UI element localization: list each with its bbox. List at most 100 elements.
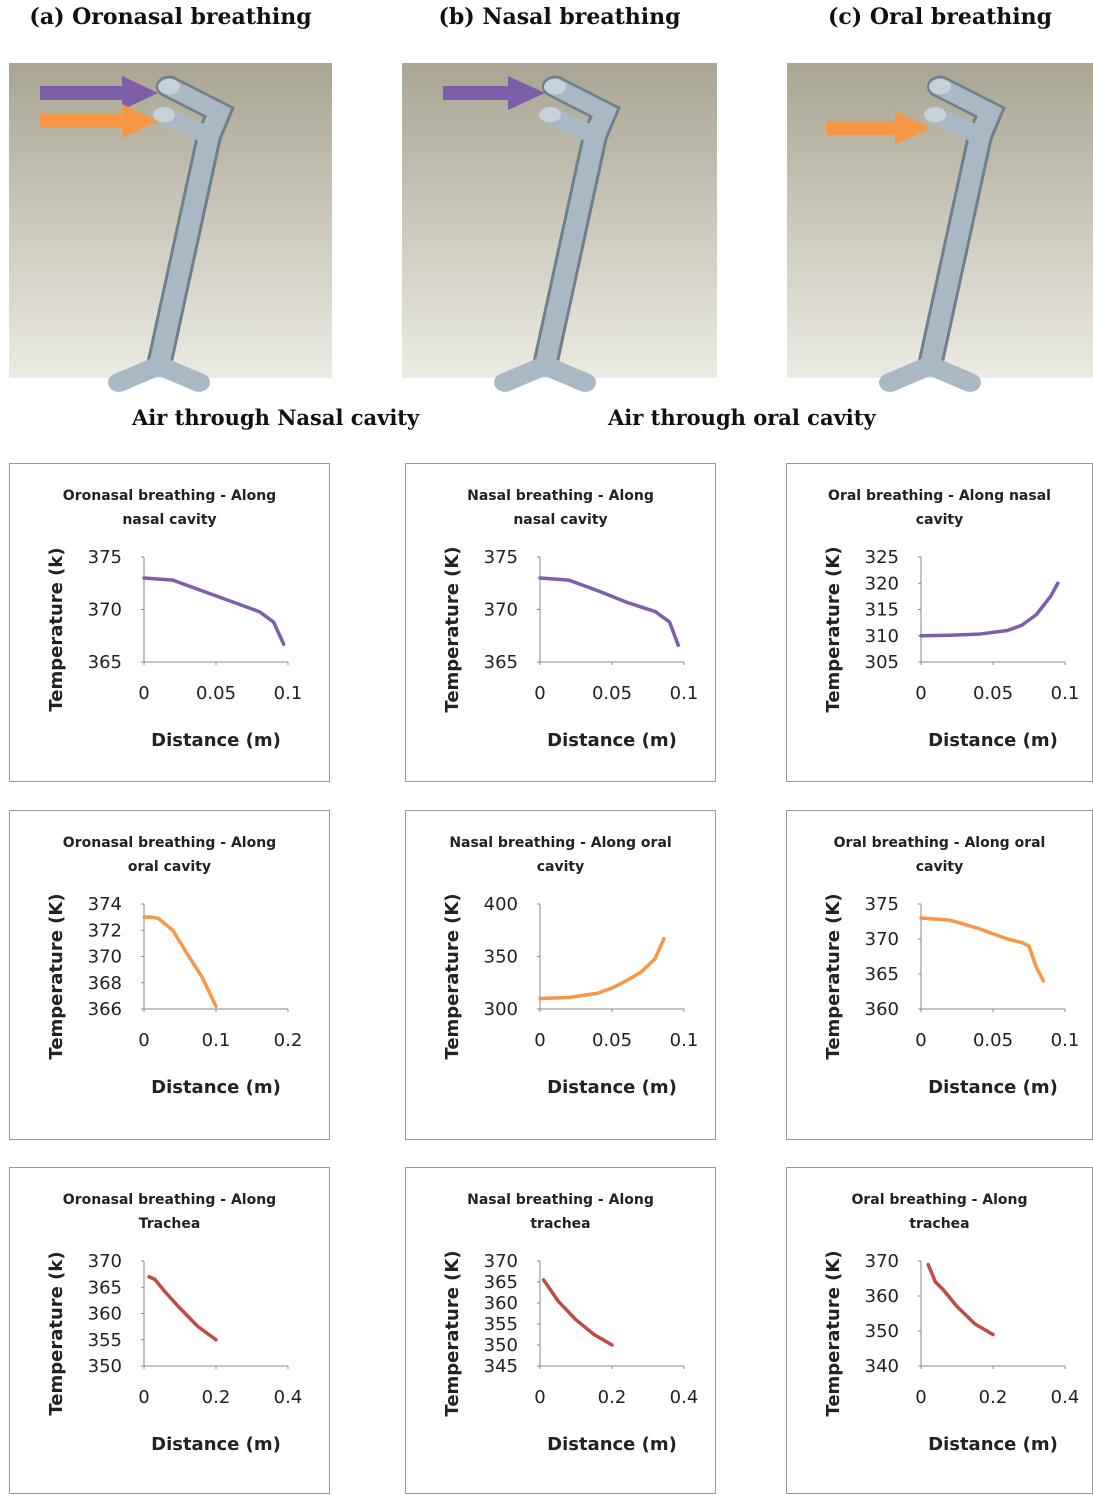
y-tick-label: 365: [484, 1272, 518, 1293]
x-tick-label: 0.05: [592, 683, 632, 704]
y-tick-label: 360: [484, 1293, 518, 1314]
data-line: [144, 917, 216, 1006]
y-tick-label: 370: [88, 947, 122, 968]
y-tick-label: 370: [88, 1251, 122, 1272]
y-axis-label: Temperature (k): [46, 547, 67, 711]
y-axis-label: Temperature (K): [823, 1250, 844, 1416]
chart-title: Oronasal breathing - Along oral cavity: [50, 831, 289, 879]
y-axis-label: Temperature (K): [823, 546, 844, 712]
y-tick-label: 370: [88, 600, 122, 621]
chart-panel: 365 370 375 0 0.05 0.1 Distance (m) Temperature…: [405, 463, 716, 782]
chart-panel: 30035040000.050.1Distance (m)Temperature…: [405, 810, 716, 1140]
chart-title: Oral breathing - Along trachea: [827, 1188, 1052, 1236]
chart-title: Oronasal breathing - Along nasal cavity: [50, 484, 289, 532]
y-tick-label: 310: [865, 626, 899, 647]
x-tick-label: 0.1: [1051, 683, 1080, 704]
y-tick-label: 300: [484, 999, 518, 1020]
y-tick-label: 345: [484, 1356, 518, 1377]
x-tick-label: 0: [534, 683, 545, 704]
y-axis-label: Temperature (K): [823, 893, 844, 1059]
y-tick-label: 372: [88, 920, 122, 941]
x-tick-label: 0.4: [670, 1387, 699, 1408]
y-axis-label: Temperature (k): [46, 1251, 67, 1415]
y-axis-label: Temperature (K): [442, 1250, 463, 1416]
x-tick-label: 0.05: [973, 1030, 1013, 1051]
x-axis-label: Distance (m): [151, 1077, 281, 1098]
chart-title: Nasal breathing - Along trachea: [446, 1188, 675, 1236]
y-tick-label: 315: [865, 600, 899, 621]
x-tick-label: 0: [915, 1387, 926, 1408]
y-tick-label: 350: [865, 1321, 899, 1342]
data-line: [921, 918, 1043, 981]
x-tick-label: 0.1: [274, 683, 303, 704]
y-tick-label: 375: [484, 547, 518, 568]
y-tick-label: 350: [484, 1335, 518, 1356]
x-tick-label: 0.4: [1051, 1387, 1080, 1408]
x-axis-label: Distance (m): [928, 1077, 1058, 1098]
x-tick-label: 0.1: [670, 1030, 699, 1051]
legend-label: Air through oral cavity: [608, 405, 876, 430]
data-line: [921, 583, 1058, 636]
x-axis-label: Distance (m): [151, 1434, 281, 1455]
y-tick-label: 360: [88, 1304, 122, 1325]
data-line: [928, 1265, 993, 1335]
x-axis-label: Distance (m): [151, 730, 281, 751]
y-tick-label: 375: [88, 547, 122, 568]
x-tick-label: 0: [915, 1030, 926, 1051]
page: {"headers": ["(a) Oronasal breathing", "…: [0, 0, 1093, 1494]
model-images: [0, 0, 1093, 400]
y-tick-label: 350: [88, 1356, 122, 1377]
data-line: [544, 1280, 612, 1345]
x-axis-label: Distance (m): [547, 1434, 677, 1455]
y-tick-label: 325: [865, 547, 899, 568]
x-tick-label: 0.05: [592, 1030, 632, 1051]
x-tick-label: 0.2: [598, 1387, 627, 1408]
x-tick-label: 0.05: [196, 683, 236, 704]
chart-panel: 340 350 360 370 0 0.2 0.4 Distance (m) Temperatu…: [786, 1167, 1093, 1494]
y-tick-label: 374: [88, 894, 122, 915]
y-tick-label: 370: [484, 1251, 518, 1272]
x-tick-label: 0.1: [202, 1030, 231, 1051]
chart-title: Oral breathing - Along nasal cavity: [827, 484, 1052, 532]
x-tick-label: 0: [534, 1387, 545, 1408]
x-tick-label: 0.05: [973, 683, 1013, 704]
data-line: [149, 1277, 216, 1340]
y-tick-label: 365: [865, 964, 899, 985]
x-tick-label: 0: [138, 1030, 149, 1051]
y-tick-label: 360: [865, 1286, 899, 1307]
y-tick-label: 370: [865, 1251, 899, 1272]
x-axis-label: Distance (m): [547, 1077, 677, 1098]
data-line: [540, 939, 664, 999]
x-tick-label: 0: [915, 683, 926, 704]
x-axis-label: Distance (m): [928, 1434, 1058, 1455]
y-tick-label: 400: [484, 894, 518, 915]
chart-title: Oral breathing - Along oral cavity: [827, 831, 1052, 879]
y-tick-label: 355: [88, 1330, 122, 1351]
y-tick-label: 340: [865, 1356, 899, 1377]
x-axis-label: Distance (m): [928, 730, 1058, 751]
y-tick-label: 365: [484, 652, 518, 673]
y-axis-label: Temperature (K): [46, 893, 67, 1059]
x-tick-label: 0.2: [979, 1387, 1008, 1408]
y-tick-label: 375: [865, 894, 899, 915]
x-tick-label: 0.2: [202, 1387, 231, 1408]
x-tick-label: 0.1: [1051, 1030, 1080, 1051]
y-tick-label: 355: [484, 1314, 518, 1335]
x-tick-label: 0.4: [274, 1387, 303, 1408]
y-axis-label: Temperature (K): [442, 546, 463, 712]
y-axis-label: Temperature (K): [442, 893, 463, 1059]
y-tick-label: 365: [88, 1277, 122, 1298]
y-tick-label: 305: [865, 652, 899, 673]
y-tick-label: 370: [484, 600, 518, 621]
x-axis-label: Distance (m): [547, 730, 677, 751]
x-tick-label: 0.2: [274, 1030, 303, 1051]
y-tick-label: 360: [865, 999, 899, 1020]
x-tick-label: 0.1: [670, 683, 699, 704]
y-tick-label: 368: [88, 973, 122, 994]
x-tick-label: 0: [534, 1030, 545, 1051]
data-line: [540, 578, 678, 645]
